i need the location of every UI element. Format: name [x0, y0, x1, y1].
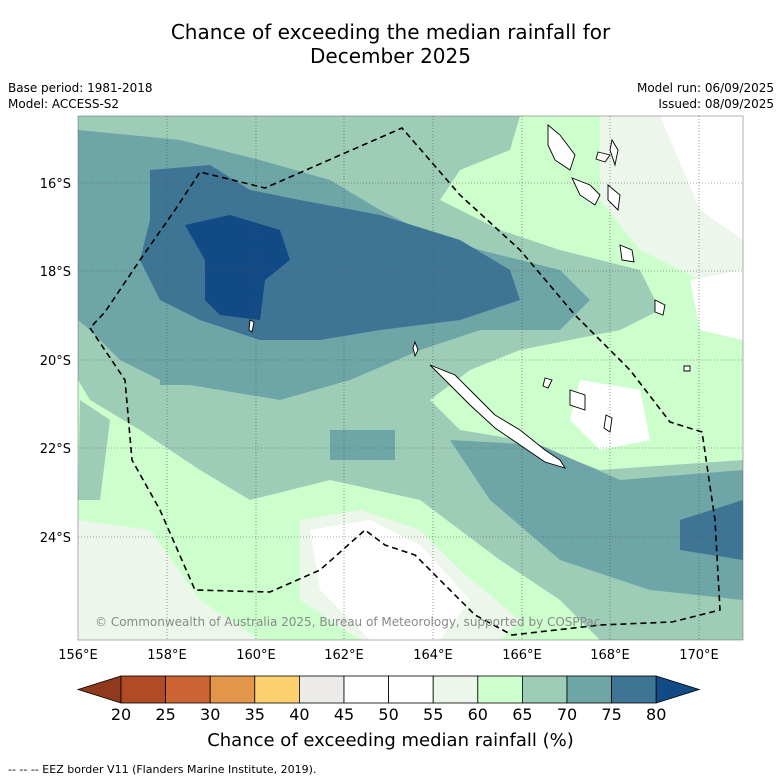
- colorbar-bin: [254, 675, 300, 704]
- map-frame: [77, 115, 744, 641]
- colorbar-label: Chance of exceeding median rainfall (%): [207, 730, 574, 751]
- lat-tick: 16°S: [40, 177, 71, 192]
- coastlines: [248, 124, 691, 469]
- lat-tick: 24°S: [40, 531, 71, 546]
- lon-tick: 160°E: [236, 648, 276, 663]
- colorbar-bin: [388, 675, 434, 704]
- colorbar-bin: [165, 675, 211, 704]
- colorbar-extend-high: [655, 675, 701, 704]
- colorbar-extend-low: [76, 675, 122, 704]
- colorbar-bin: [209, 675, 256, 704]
- lon-tick: 156°E: [58, 648, 98, 663]
- base-period: Base period: 1981-2018: [8, 81, 153, 95]
- colorbar-tick-label: 70: [557, 705, 577, 724]
- lon-tick: 164°E: [413, 648, 453, 663]
- colorbar-ticks: 20 25 30 35 40 45 50 55 60 65 70 75 80: [111, 705, 667, 724]
- colorbar-tick-label: 35: [245, 705, 265, 724]
- map-title-line1: Chance of exceeding the median rainfall …: [170, 20, 611, 44]
- colorbar-bin: [343, 675, 389, 704]
- map-title-line2: December 2025: [310, 44, 471, 68]
- graticule: [78, 116, 743, 640]
- issued-date: Issued: 08/09/2025: [658, 97, 774, 111]
- copyright-text: © Commonwealth of Australia 2025, Bureau…: [95, 615, 600, 629]
- colorbar: [76, 675, 701, 704]
- eez-border: [88, 127, 721, 636]
- colorbar-tick-label: 60: [468, 705, 488, 724]
- lat-tick: 22°S: [40, 442, 71, 457]
- model-run: Model run: 06/09/2025: [636, 81, 774, 95]
- probability-field: [78, 116, 743, 640]
- colorbar-bin: [298, 675, 345, 704]
- colorbar-bin: [120, 675, 166, 704]
- lat-tick: 20°S: [40, 354, 71, 369]
- model-name: Model: ACCESS-S2: [8, 97, 120, 111]
- longitude-labels: 156°E 158°E 160°E 162°E 164°E 166°E 168°…: [58, 648, 719, 663]
- lon-tick: 168°E: [590, 648, 630, 663]
- colorbar-tick-label: 80: [646, 705, 666, 724]
- lon-tick: 170°E: [679, 648, 719, 663]
- colorbar-bin: [522, 675, 568, 704]
- lon-tick: 166°E: [502, 648, 542, 663]
- colorbar-tick-label: 40: [289, 705, 309, 724]
- colorbar-bin: [477, 675, 523, 704]
- colorbar-tick-label: 20: [111, 705, 131, 724]
- colorbar-tick-label: 50: [378, 705, 398, 724]
- colorbar-tick-label: 30: [200, 705, 220, 724]
- colorbar-tick-label: 45: [334, 705, 354, 724]
- colorbar-tick-label: 25: [155, 705, 175, 724]
- lon-tick: 162°E: [324, 648, 364, 663]
- eez-footer-note: -- -- -- EEZ border V11 (Flanders Marine…: [8, 763, 317, 776]
- colorbar-bin: [566, 675, 612, 704]
- colorbar-tick-label: 65: [512, 705, 532, 724]
- lat-tick: 18°S: [40, 265, 71, 280]
- colorbar-bin: [611, 675, 657, 704]
- colorbar-bin: [432, 675, 479, 704]
- colorbar-tick-label: 55: [423, 705, 443, 724]
- colorbar-tick-label: 75: [601, 705, 621, 724]
- lon-tick: 158°E: [147, 648, 187, 663]
- latitude-labels: 16°S 18°S 20°S 22°S 24°S: [40, 177, 71, 546]
